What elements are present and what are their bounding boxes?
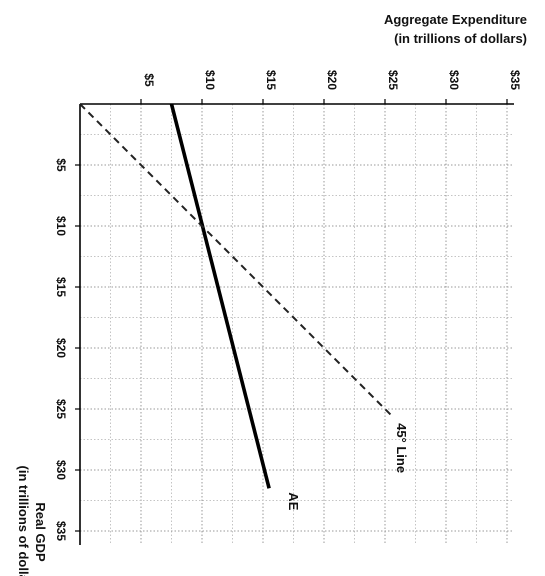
ae-line (169, 103, 271, 489)
ae-tick-label: $25 (386, 70, 400, 90)
series-layer (79, 103, 392, 489)
ae-axis-title-line2: (in trillions of dollars) (394, 31, 527, 46)
gdp-tick-label: $10 (54, 216, 68, 236)
gdp-tick-label: $15 (54, 277, 68, 297)
gdp-tick-label: $30 (54, 460, 68, 480)
gdp-tick-label: $5 (54, 158, 68, 172)
gdp-tick-label: $35 (54, 521, 68, 541)
ticks-layer: $5 $10 $15 $20 $25 $30 $35 $5 $10 $15 $20 $25 $30 $35 (54, 70, 522, 541)
ae-tick-label: $30 (447, 70, 461, 90)
ae-tick-label: $15 (264, 70, 278, 90)
ae-axis-title-line1: Aggregate Expenditure (384, 12, 527, 27)
grid-layer (80, 104, 514, 545)
gdp-axis-title-line1: Real GDP (33, 502, 48, 562)
ae-tick-label: $35 (508, 70, 522, 90)
ae-series-label: AE (286, 492, 301, 510)
ae-tick-label: $20 (325, 70, 339, 90)
gdp-tick-label: $20 (54, 338, 68, 358)
ae-tick-label: $10 (203, 70, 217, 90)
gdp-tick-label: $25 (54, 399, 68, 419)
gdp-axis-title-line2: (in trillions of dollars) (16, 466, 31, 576)
forty-five-degree-line (79, 103, 392, 416)
45-line-series-label: 45° Line (394, 423, 409, 473)
ae-tick-label: $5 (142, 73, 156, 87)
